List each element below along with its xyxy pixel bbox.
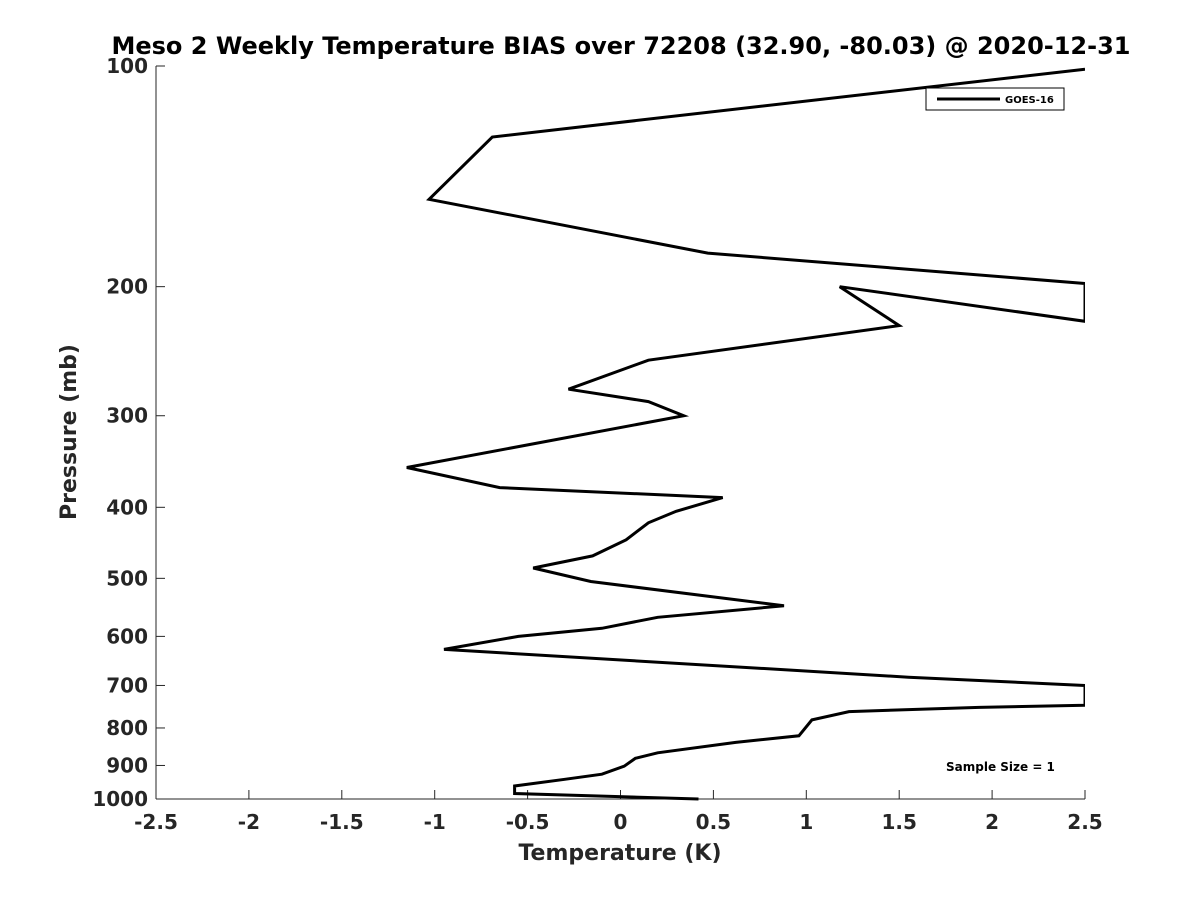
legend-label: GOES-16 (1005, 95, 1054, 106)
chart-title: Meso 2 Weekly Temperature BIAS over 7220… (111, 32, 1130, 60)
legend: GOES-16 (925, 87, 1065, 111)
x-tick-label: 0 (614, 810, 628, 834)
x-axis-ticks: -2.5 -2 -1.5 -1 -0.5 0 0.5 1 1.5 2 2.5 (134, 790, 1103, 834)
x-tick-label: -1 (424, 810, 446, 834)
x-tick-label: -2.5 (134, 810, 178, 834)
x-tick-label: 2 (985, 810, 999, 834)
series-line (406, 67, 1085, 801)
x-axis-label: Temperature (K) (518, 841, 721, 866)
x-tick-label: -1.5 (320, 810, 364, 834)
x-tick-label: 2.5 (1067, 810, 1102, 834)
x-tick-label: 0.5 (696, 810, 731, 834)
y-tick-label: 500 (106, 566, 148, 590)
y-tick-label: 100 (106, 54, 148, 78)
y-tick-label: 700 (106, 673, 148, 697)
sample-size-annotation: Sample Size = 1 (946, 760, 1055, 774)
plot-area (156, 66, 1085, 799)
x-tick-label: 1 (799, 810, 813, 834)
series-layer (406, 67, 1085, 801)
x-tick-label: -0.5 (506, 810, 550, 834)
y-axis-label: Pressure (mb) (57, 344, 82, 520)
y-tick-label: 800 (106, 716, 148, 740)
x-tick-label: -2 (238, 810, 260, 834)
y-tick-label: 900 (106, 753, 148, 777)
y-tick-label: 200 (106, 275, 148, 299)
y-tick-label: 600 (106, 624, 148, 648)
x-tick-label: 1.5 (881, 810, 916, 834)
y-tick-label: 300 (106, 404, 148, 428)
y-tick-label: 1000 (92, 787, 148, 811)
y-tick-label: 400 (106, 495, 148, 519)
y-axis-ticks: 100 200 300 400 500 600 700 800 900 1000 (92, 54, 165, 811)
